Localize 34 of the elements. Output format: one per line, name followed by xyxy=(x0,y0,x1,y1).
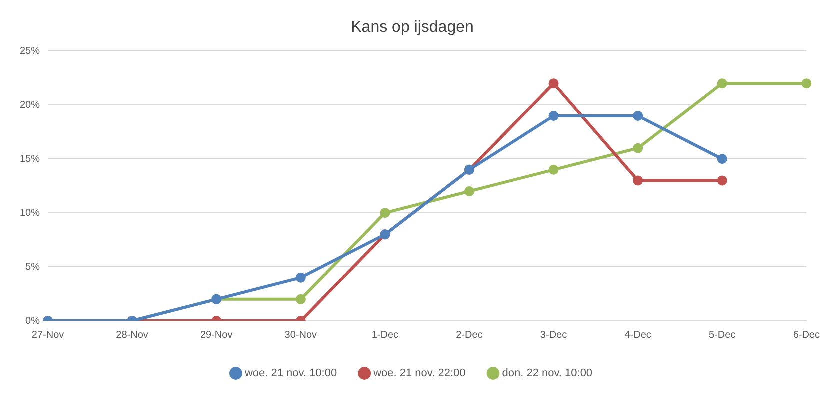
point xyxy=(296,272,306,283)
x-tick-label: 2-Dec xyxy=(456,330,483,341)
y-tick-label: 0% xyxy=(26,316,40,327)
x-tick-label: 5-Dec xyxy=(709,330,736,341)
point xyxy=(296,294,306,304)
chart-title: Kans op ijsdagen xyxy=(351,19,474,36)
x-tick-label: 3-Dec xyxy=(540,330,568,341)
point xyxy=(717,176,728,186)
x-tick-label: 29-Nov xyxy=(200,330,233,341)
point xyxy=(548,110,559,121)
x-tick-label: 27-Nov xyxy=(32,330,64,341)
point xyxy=(464,186,474,196)
x-tick-label: 6-Dec xyxy=(793,330,820,341)
y-tick-label: 10% xyxy=(20,208,40,219)
y-tick-label: 20% xyxy=(20,100,40,111)
x-tick-label: 4-Dec xyxy=(624,330,652,341)
legend-label: woe. 21 nov. 10:00 xyxy=(244,368,338,380)
point xyxy=(717,78,728,89)
y-tick-label: 15% xyxy=(20,154,40,165)
y-tick-label: 5% xyxy=(26,262,40,273)
point xyxy=(717,154,728,164)
point xyxy=(633,176,644,186)
point xyxy=(380,208,390,218)
point xyxy=(802,78,812,89)
point xyxy=(548,164,559,175)
point xyxy=(633,143,644,154)
x-tick-label: 28-Nov xyxy=(116,330,148,341)
legend-label: don. 22 nov. 10:00 xyxy=(502,368,593,380)
point xyxy=(633,110,644,121)
y-tick-label: 25% xyxy=(20,46,40,57)
x-tick-label: 30-Nov xyxy=(284,330,318,341)
point xyxy=(548,78,559,89)
x-tick-label: 1-Dec xyxy=(372,330,399,341)
legend-label: woe. 21 nov. 22:00 xyxy=(372,368,466,380)
